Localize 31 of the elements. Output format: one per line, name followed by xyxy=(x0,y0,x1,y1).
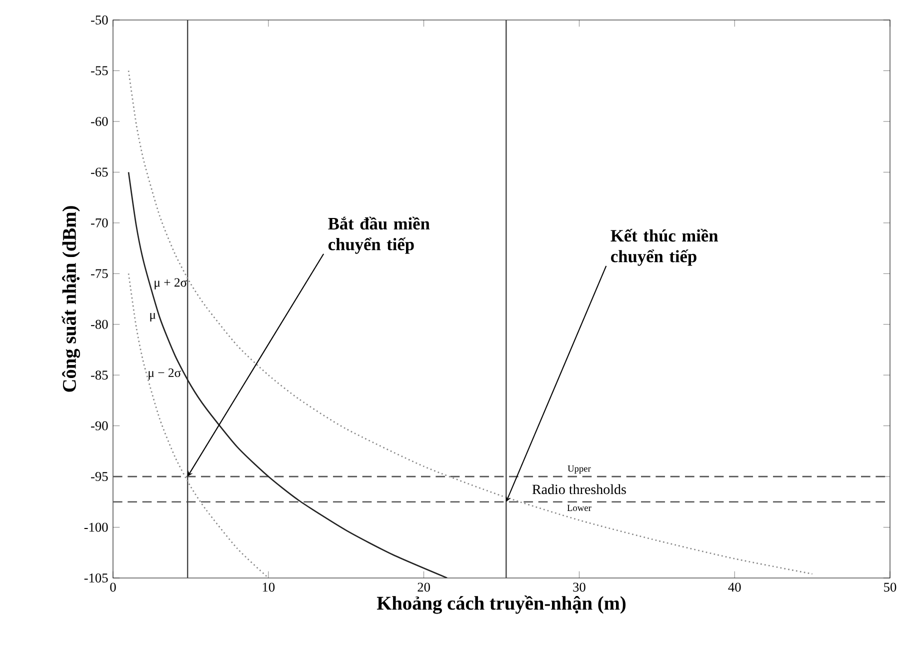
series-label: μ + 2σ xyxy=(154,278,187,290)
y-tick-label: -50 xyxy=(91,16,108,24)
line-series xyxy=(128,272,270,578)
y-tick-label: -105 xyxy=(84,573,108,582)
annotation: Kết thúc miền chuyển tiếp xyxy=(610,228,718,266)
y-tick-label: -90 xyxy=(91,421,108,430)
x-tick-label: 10 xyxy=(262,582,275,592)
series-label: μ xyxy=(150,312,156,322)
x-tick-label: 0 xyxy=(110,582,116,592)
annotation: Bắt đầu miền chuyển tiếp xyxy=(328,216,430,254)
y-tick-label: -65 xyxy=(91,168,108,177)
line-series xyxy=(128,70,813,575)
y-tick-label: -55 xyxy=(91,66,108,76)
line-series xyxy=(128,172,448,578)
x-tick-label: 20 xyxy=(418,582,430,592)
x-axis-title: Khoảng cách truyền-nhận (m) xyxy=(376,596,626,614)
y-tick-label: -70 xyxy=(91,218,108,228)
y-tick-label: -85 xyxy=(91,370,108,380)
y-axis-title: Công suất nhận (dBm) xyxy=(62,206,80,392)
ref-line-label: Upper xyxy=(568,466,591,474)
series-label: μ − 2σ xyxy=(148,368,181,380)
y-tick-label: -75 xyxy=(91,269,108,278)
x-tick-label: 50 xyxy=(884,582,896,592)
annotation: Radio thresholds xyxy=(532,484,626,494)
y-tick-label: -80 xyxy=(91,320,108,329)
y-tick-label: -95 xyxy=(91,472,108,482)
x-tick-label: 30 xyxy=(573,582,586,592)
x-tick-label: 40 xyxy=(728,582,741,592)
ref-line-label: Lower xyxy=(567,504,592,512)
y-tick-label: -100 xyxy=(84,522,108,532)
y-tick-label: -60 xyxy=(91,116,108,126)
